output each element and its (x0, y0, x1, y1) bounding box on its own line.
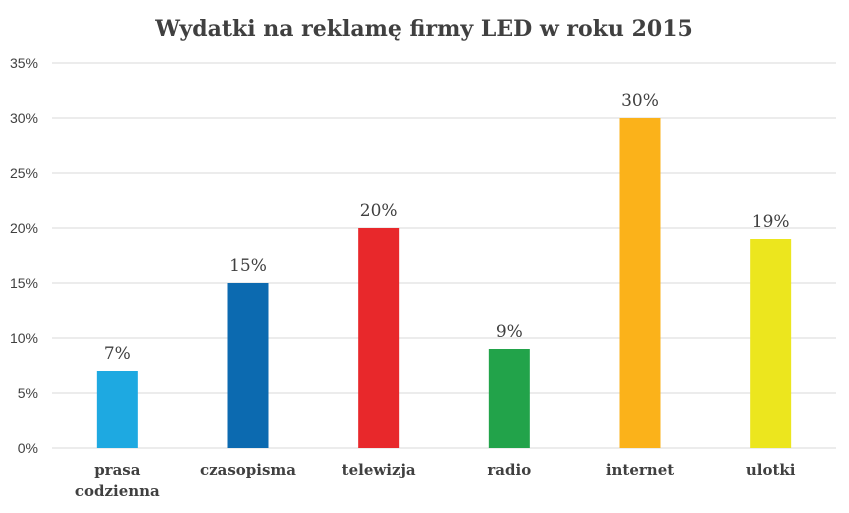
x-tick-label: czasopisma (200, 461, 296, 479)
bar (619, 118, 661, 448)
data-label: 20% (360, 201, 398, 221)
bars (96, 118, 792, 448)
x-tick-label: prasa codzienna (75, 461, 160, 500)
data-label: 15% (229, 256, 267, 276)
bar (488, 349, 530, 448)
x-tick-label: telewizja (342, 461, 416, 479)
y-tick-label: 20% (10, 220, 38, 236)
x-tick-label: ulotki (746, 461, 796, 479)
y-axis-ticks: 0% 5% 10% 15% 20% 25% 30% 35% (10, 55, 38, 456)
x-tick-label-line: radio (487, 461, 531, 479)
y-tick-label: 5% (18, 385, 38, 401)
y-tick-label: 10% (10, 330, 38, 346)
data-label: 9% (496, 322, 523, 342)
x-tick-label: radio (487, 461, 531, 479)
x-tick-label: internet (606, 461, 674, 479)
x-tick-label-line: prasa (94, 461, 141, 479)
y-tick-label: 30% (10, 110, 38, 126)
x-tick-label-line: ulotki (746, 461, 796, 479)
bar (227, 283, 269, 448)
y-tick-label: 15% (10, 275, 38, 291)
x-tick-label-line: czasopisma (200, 461, 296, 479)
bar (96, 371, 138, 448)
x-axis-ticks: prasa codzienna czasopisma telewizja radio in… (75, 461, 796, 500)
gridlines (52, 62, 836, 449)
x-tick-label-line: telewizja (342, 461, 416, 479)
x-tick-label-line: codzienna (75, 482, 160, 500)
y-tick-label: 35% (10, 55, 38, 71)
data-labels: 7% 15% 20% 9% 30% 19% (104, 91, 790, 364)
data-label: 7% (104, 344, 131, 364)
x-tick-label-line: internet (606, 461, 674, 479)
bar (750, 239, 792, 448)
chart-title: Wydatki na reklamę firmy LED w roku 2015 (154, 16, 693, 42)
bar (358, 228, 400, 448)
y-tick-label: 0% (18, 440, 38, 456)
data-label: 30% (621, 91, 659, 111)
y-tick-label: 25% (10, 165, 38, 181)
data-label: 19% (752, 212, 790, 232)
